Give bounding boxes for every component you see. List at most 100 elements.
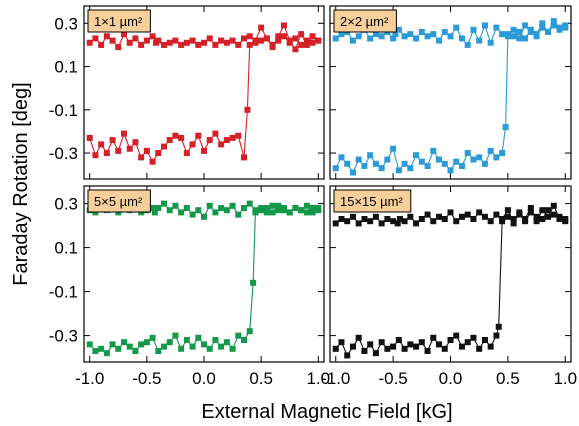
- data-point: [132, 348, 139, 354]
- data-point: [138, 41, 145, 48]
- data-point: [436, 37, 443, 44]
- data-point: [395, 26, 402, 33]
- data-point: [86, 39, 93, 46]
- data-point: [149, 334, 156, 341]
- data-point: [424, 33, 431, 40]
- data-point: [166, 137, 173, 144]
- data-point: [275, 207, 282, 214]
- data-point: [527, 26, 534, 33]
- data-point: [235, 132, 242, 139]
- data-point: [401, 160, 408, 167]
- data-point: [332, 35, 339, 42]
- data-point: [178, 134, 185, 141]
- data-point: [470, 334, 477, 341]
- data-point: [562, 24, 569, 31]
- data-point: [424, 163, 431, 170]
- data-point: [487, 218, 494, 225]
- data-point: [390, 145, 397, 152]
- data-point: [395, 167, 402, 174]
- data-point: [138, 341, 145, 348]
- data-point: [223, 39, 230, 46]
- data-point: [178, 345, 185, 352]
- data-point: [481, 213, 488, 220]
- data-point: [241, 337, 247, 343]
- data-point: [545, 213, 552, 220]
- data-point: [390, 35, 397, 42]
- x-axis-label: External Magnetic Field [kG]: [201, 401, 452, 423]
- y-tick-label: 0.3: [54, 195, 78, 214]
- data-point: [263, 205, 270, 211]
- data-point: [109, 341, 116, 348]
- data-point: [401, 33, 408, 40]
- data-point: [539, 207, 546, 214]
- data-point: [464, 150, 471, 157]
- data-point: [516, 28, 523, 35]
- data-point: [275, 33, 282, 40]
- data-point: [436, 341, 443, 348]
- data-point: [367, 152, 374, 159]
- data-point: [394, 220, 401, 227]
- data-point: [195, 132, 202, 139]
- data-point: [235, 332, 242, 339]
- data-point: [258, 207, 265, 214]
- data-point: [390, 218, 397, 225]
- data-point: [292, 205, 299, 211]
- data-point: [263, 35, 270, 42]
- data-point: [441, 160, 448, 167]
- data-point: [229, 202, 236, 209]
- data-point: [235, 41, 242, 48]
- data-point: [413, 35, 420, 42]
- data-point: [246, 33, 253, 40]
- data-point: [309, 209, 316, 216]
- data-point: [349, 343, 356, 350]
- data-point: [418, 158, 425, 165]
- data-point: [338, 154, 345, 161]
- data-point: [458, 163, 465, 170]
- sample-size-label: 2×2 µm²: [333, 9, 397, 33]
- data-point: [361, 216, 368, 222]
- y-axis-label: Faraday Rotation [deg]: [10, 82, 32, 285]
- data-point: [92, 35, 99, 42]
- y-tick-label: -0.1: [49, 283, 78, 302]
- data-point: [206, 137, 213, 144]
- data-point: [195, 334, 202, 341]
- data-point: [126, 145, 133, 152]
- data-point: [510, 33, 517, 40]
- data-point: [155, 37, 162, 44]
- y-tick-label: -0.3: [49, 327, 78, 346]
- data-point: [166, 39, 173, 46]
- data-point: [418, 339, 425, 346]
- data-point: [258, 37, 265, 44]
- data-point: [161, 343, 167, 350]
- x-tick-label: -0.5: [132, 369, 161, 388]
- data-point: [250, 279, 257, 286]
- data-point: [481, 160, 488, 167]
- data-point: [516, 35, 523, 42]
- data-point: [172, 132, 179, 139]
- data-point: [533, 33, 540, 40]
- data-point: [550, 18, 557, 25]
- data-point: [149, 205, 156, 211]
- x-tick-label: 0.5: [249, 369, 273, 388]
- data-point: [229, 134, 236, 141]
- data-point: [161, 41, 167, 48]
- data-point: [206, 345, 213, 352]
- data-point: [424, 211, 431, 218]
- data-point: [378, 339, 385, 346]
- data-point: [487, 39, 494, 46]
- data-point: [476, 37, 483, 44]
- data-point: [138, 154, 145, 161]
- data-point: [206, 202, 213, 209]
- data-point: [338, 339, 345, 346]
- data-point: [464, 339, 471, 346]
- data-point: [493, 154, 500, 161]
- data-point: [413, 220, 420, 227]
- data-point: [309, 39, 316, 46]
- data-point: [109, 137, 116, 144]
- data-point: [367, 35, 374, 42]
- data-point: [413, 152, 420, 159]
- data-point: [286, 39, 293, 46]
- data-point: [178, 41, 185, 48]
- data-point: [201, 39, 207, 46]
- y-tick-label: -0.3: [49, 144, 78, 163]
